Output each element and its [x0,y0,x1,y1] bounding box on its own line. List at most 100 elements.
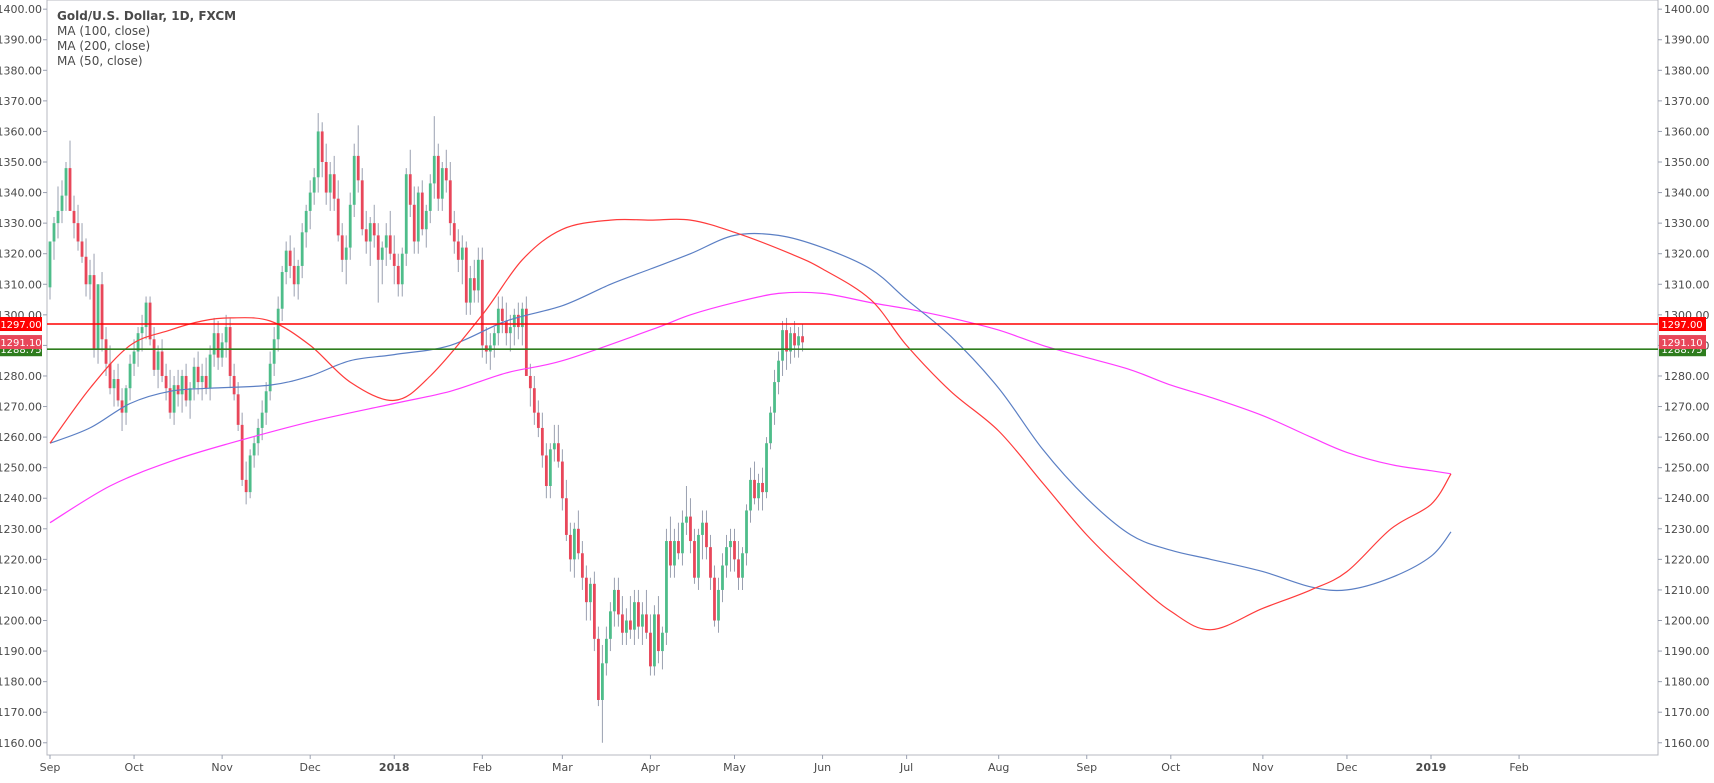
candle-up [260,412,264,428]
candlestick-series [48,113,804,743]
candle-down [236,394,240,425]
candle-down [524,308,528,376]
candle-down [420,192,424,230]
candle-down [356,155,360,181]
candle-down [392,253,396,266]
candle-up [380,247,384,260]
candle-up [749,479,752,511]
candle-down [68,168,72,211]
candle-up [224,327,228,343]
y-tick-label-left: 1350.00 [0,156,42,169]
y-tick-label-right: 1200.00 [1664,615,1710,628]
y-tick-label-right: 1190.00 [1664,645,1710,658]
x-tick-label: 2019 [1416,761,1447,774]
y-tick-label-right: 1310.00 [1664,278,1710,291]
candle-up [312,177,316,193]
candle-down [669,541,672,566]
x-tick-label: Dec [300,761,321,774]
candle-up [717,589,720,621]
candle-up [156,351,160,370]
candle-up [112,379,116,389]
candle-down [540,427,544,456]
candle-down [504,320,508,334]
candle-up [777,360,780,383]
candle-down [196,366,200,383]
candle-up [552,443,556,450]
last-price-label-right: 1291.10 [1661,338,1702,349]
candle-up [661,632,664,652]
y-tick-label-left: 1230.00 [0,523,42,536]
candle-up [316,131,320,178]
candle-down [292,265,296,285]
candle-down [596,638,600,700]
candle-up [588,583,592,603]
candle-down [448,180,452,224]
x-tick-label: Mar [552,761,573,774]
candle-up [476,259,480,291]
y-tick-label-right: 1280.00 [1664,370,1710,383]
y-tick-label-left: 1320.00 [0,248,42,261]
candle-up [180,375,184,395]
legend-ma200: MA (200, close) [57,39,151,53]
candle-up [88,275,92,285]
candle-up [508,327,512,334]
x-tick-label: Feb [473,761,492,774]
candle-up [633,602,636,630]
candle-up [701,522,704,535]
candle-down [436,155,440,199]
last-price-label-left: 1291.10 [0,338,41,349]
y-tick-label-right: 1380.00 [1664,64,1710,77]
candle-up [192,366,196,389]
candle-down [761,482,764,493]
candle-down [637,602,640,627]
candle-down [629,620,632,630]
candle-up [721,565,724,590]
y-tick-label-right: 1260.00 [1664,431,1710,444]
y-tick-label-right: 1210.00 [1664,584,1710,597]
resistance-tag-left [0,317,42,332]
candle-down [801,336,804,343]
candle-up [428,183,432,211]
ma200-line [49,291,1452,524]
candle-up [304,210,308,233]
legend-ma50: MA (50, close) [57,54,143,68]
candle-up [548,449,552,487]
candle-down [204,375,208,389]
candle-up [496,308,500,334]
candle-up [613,589,616,612]
candle-down [532,388,536,413]
candle-up [368,223,372,242]
candle-up [468,278,472,303]
candle-up [128,363,132,389]
candle-up [697,534,700,578]
x-tick-label: Dec [1336,761,1357,774]
candle-up [400,253,404,285]
y-tick-label-left: 1390.00 [0,34,42,47]
candle-up [641,614,644,627]
candle-up [124,388,128,413]
candle-down [528,375,532,389]
candle-up [348,204,352,248]
candle-up [296,265,300,285]
candle-down [92,275,96,349]
candle-down [228,327,232,376]
candle-up [56,210,60,224]
y-tick-label-left: 1200.00 [0,615,42,628]
candle-down [376,235,380,260]
candle-up [789,333,792,352]
candle-down [412,204,416,242]
candle-up [48,241,52,288]
candle-down [152,339,156,370]
y-tick-label-left: 1270.00 [0,401,42,414]
candle-down [232,375,236,395]
candle-down [76,223,80,242]
y-tick-label-left: 1340.00 [0,187,42,200]
candle-up [609,611,612,639]
y-tick-label-right: 1230.00 [1664,523,1710,536]
candle-down [516,314,520,328]
candle-up [52,223,56,242]
candle-down [340,235,344,260]
